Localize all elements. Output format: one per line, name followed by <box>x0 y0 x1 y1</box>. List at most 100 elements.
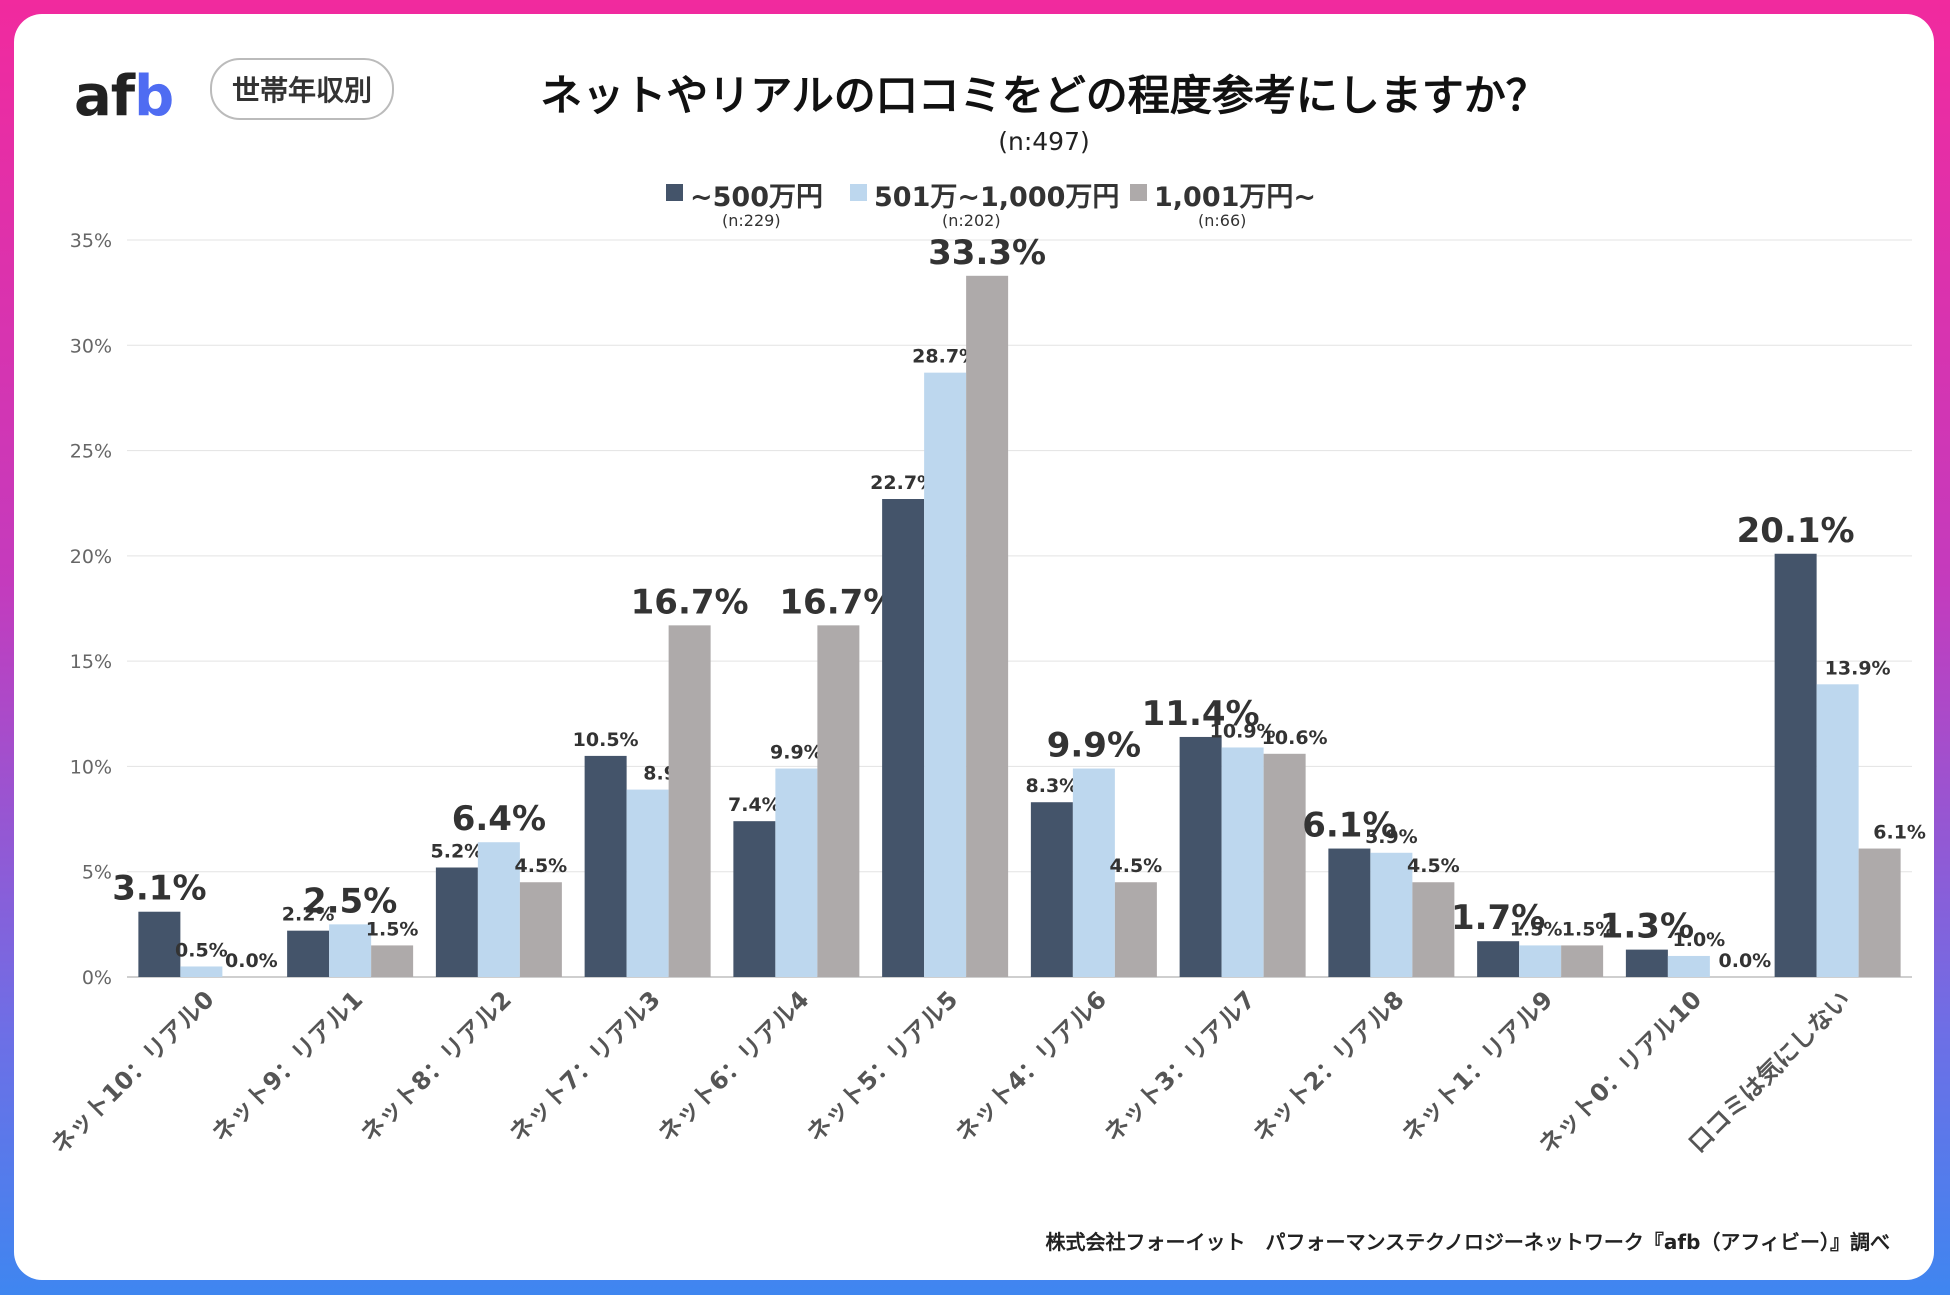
x-tick-label: ネット0：リアル10 <box>1533 985 1707 1159</box>
bar <box>1179 736 1222 977</box>
data-label: 11.4% <box>1142 694 1260 734</box>
bar <box>1072 768 1115 977</box>
legend-label: 1,001万円~ <box>1154 182 1317 213</box>
data-label: 3.1% <box>112 869 206 909</box>
y-tick-label: 20% <box>70 546 112 568</box>
bar <box>584 755 627 977</box>
bar <box>1370 852 1413 977</box>
data-label: 20.1% <box>1737 511 1855 551</box>
x-tick-label: ネット5：リアル5 <box>801 985 963 1147</box>
bar <box>1561 945 1604 977</box>
bar <box>1519 945 1562 977</box>
legend-sample-size: (n:66) <box>1198 211 1247 230</box>
x-tick-label: ネット10：リアル0 <box>46 985 220 1159</box>
bar <box>329 924 372 977</box>
y-tick-label: 25% <box>70 441 112 463</box>
y-tick-label: 0% <box>82 967 112 989</box>
afb-logo: afb <box>74 64 174 129</box>
data-label: 5.2% <box>431 841 484 863</box>
legend-sample-size: (n:202) <box>942 211 1001 230</box>
data-label: 0.5% <box>175 939 228 961</box>
bar <box>519 882 562 977</box>
data-label: 1.5% <box>366 918 419 940</box>
data-label: 5.9% <box>1365 826 1418 848</box>
data-label: 6.1% <box>1873 822 1926 844</box>
x-tick-label: ネット4：リアル6 <box>950 985 1112 1147</box>
bar <box>966 275 1009 978</box>
bar <box>180 966 223 977</box>
data-label: 4.5% <box>1110 855 1163 877</box>
data-label: 1.0% <box>1673 929 1726 951</box>
bar <box>775 768 818 977</box>
chart-title: ネットやリアルの口コミをどの程度参考にしますか？ <box>540 71 1548 120</box>
bar <box>668 625 711 977</box>
data-label: 6.1% <box>1302 806 1396 846</box>
data-label: 9.9% <box>770 742 823 764</box>
x-tick-label: ネット3：リアル7 <box>1099 985 1261 1147</box>
logo-text: af <box>74 64 135 129</box>
x-tick-label: ネット8：リアル2 <box>355 985 517 1147</box>
data-label: 0.0% <box>1719 950 1772 972</box>
bar <box>733 821 776 977</box>
data-label: 7.4% <box>728 794 781 816</box>
bar <box>1328 848 1371 977</box>
bar <box>477 842 520 977</box>
data-label: 9.9% <box>1047 726 1141 766</box>
legend-swatch <box>666 184 683 201</box>
bar <box>924 372 967 977</box>
y-tick-label: 15% <box>70 651 112 673</box>
data-label: 22.7% <box>870 472 936 494</box>
logo-text-b: b <box>134 64 174 129</box>
data-label: 10.5% <box>573 729 639 751</box>
data-label: 16.7% <box>631 582 749 622</box>
legend-swatch <box>850 184 867 201</box>
x-tick-label: ネット9：リアル1 <box>206 985 368 1147</box>
bar <box>435 867 478 977</box>
bar-chart: 0%5%10%15%20%25%30%35%3.1%0.5%0.0%ネット10：… <box>46 230 1926 1159</box>
bar <box>1263 753 1306 977</box>
bar <box>1774 553 1817 977</box>
data-label: 28.7% <box>912 346 978 368</box>
y-tick-label: 30% <box>70 335 112 357</box>
x-tick-label: 口コミは気にしない <box>1683 985 1856 1158</box>
data-label: 13.9% <box>1825 657 1891 679</box>
bar <box>1477 941 1520 977</box>
bar <box>1221 747 1264 977</box>
bar <box>287 930 330 977</box>
bar <box>1114 882 1157 977</box>
x-tick-label: ネット6：リアル4 <box>653 985 815 1147</box>
bar <box>371 945 414 977</box>
data-label: 4.5% <box>1407 855 1460 877</box>
x-tick-label: ネット1：リアル9 <box>1396 985 1558 1147</box>
y-tick-label: 35% <box>70 230 112 252</box>
data-label: 1.7% <box>1451 898 1545 938</box>
data-label: 33.3% <box>928 233 1046 273</box>
data-label: 2.5% <box>303 881 397 921</box>
data-label: 6.4% <box>452 799 546 839</box>
x-tick-label: ネット2：リアル8 <box>1248 985 1410 1147</box>
legend-sample-size: (n:229) <box>722 211 781 230</box>
x-tick-label: ネット7：リアル3 <box>504 985 666 1147</box>
bar <box>817 625 860 977</box>
source-credit: 株式会社フォーイット パフォーマンステクノロジーネットワーク『afb（アフィビー… <box>1045 1230 1890 1254</box>
chart-card: afb 世帯年収別 ネットやリアルの口コミをどの程度参考にしますか？ (n:49… <box>14 14 1934 1280</box>
data-label: 4.5% <box>515 855 568 877</box>
data-label: 16.7% <box>779 582 897 622</box>
legend-label: ~500万円 <box>690 182 823 213</box>
bar <box>1412 882 1455 977</box>
bar <box>138 911 181 977</box>
data-label: 1.5% <box>1510 918 1563 940</box>
bar <box>882 499 925 977</box>
bar <box>626 789 669 977</box>
bar <box>1858 848 1901 977</box>
data-label: 2.2% <box>282 904 335 926</box>
y-tick-label: 10% <box>70 756 112 778</box>
bar <box>1030 802 1073 977</box>
legend-swatch <box>1130 184 1147 201</box>
bar <box>1667 955 1710 977</box>
bar <box>1816 684 1859 977</box>
data-label: 1.5% <box>1562 918 1615 940</box>
data-label: 8.3% <box>1026 775 1079 797</box>
data-label: 0.0% <box>225 950 278 972</box>
y-tick-label: 5% <box>82 862 112 884</box>
